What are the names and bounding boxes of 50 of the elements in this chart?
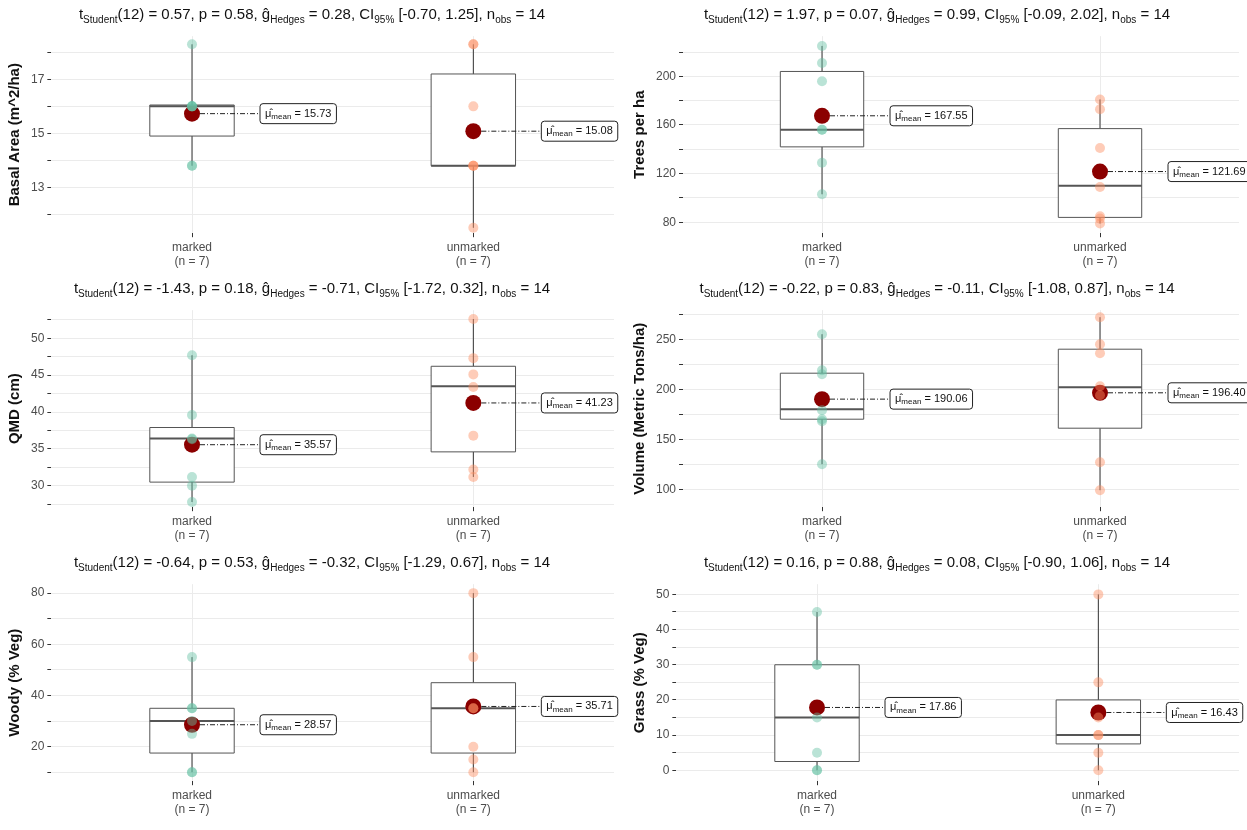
y-tick-label: 200: [655, 68, 677, 83]
y-tick-label: 50: [655, 586, 670, 601]
chart-title: t$_{Student}$(12) = 1.97, p = 0.07, ĝ$_{Hedges}$ = 0.99, CI$_{95%}$ [-0.09, 2.02], n$_{obs}$ = 14: [703, 5, 1171, 25]
x-tick-label: marked (n = 7): [172, 239, 213, 269]
y-tick-label: 13: [30, 179, 45, 194]
y-tick-label: 35: [30, 441, 45, 456]
y-tick-label: 50: [30, 330, 45, 345]
y-axis-title: Woody (% Veg): [5, 628, 23, 737]
y-tick-label: 20: [655, 692, 670, 707]
y-tick-label: 0: [662, 762, 670, 777]
x-tick-label: unmarked (n = 7): [446, 239, 501, 269]
x-tick-label: unmarked (n = 7): [1073, 513, 1127, 543]
y-tick-label: 160: [655, 117, 677, 132]
y-tick-label: 200: [655, 381, 677, 396]
x-tick-label: marked (n = 7): [172, 513, 213, 543]
x-tick-label: unmarked (n = 7): [446, 513, 501, 543]
x-tick-label: unmarked (n = 7): [446, 787, 501, 817]
y-axis-title: QMD (cm): [5, 373, 23, 445]
y-tick-label: 20: [30, 738, 45, 753]
y-tick-label: 250: [655, 331, 677, 346]
y-tick-label: 15: [30, 125, 45, 140]
chart-title: t$_{Student}$(12) = 0.16, p = 0.88, ĝ$_{Hedges}$ = 0.08, CI$_{95%}$ [-0.90, 1.06], n$_{obs}$ = 14: [703, 553, 1171, 573]
chart-title: t$_{Student}$(12) = -0.22, p = 0.83, ĝ$_{Hedges}$ = -0.11, CI$_{95%}$ [-1.08, 0.87], n$_{obs}$ = 14: [699, 279, 1175, 299]
y-axis-title: Basal Area (m^2/ha): [5, 63, 23, 207]
y-tick-label: 120: [655, 165, 677, 180]
y-axis-title: Volume (Metric Tons/ha): [630, 322, 648, 495]
y-tick-label: 30: [30, 478, 45, 493]
y-tick-label: 40: [30, 687, 45, 702]
x-tick-label: unmarked (n = 7): [1073, 239, 1127, 269]
y-tick-label: 40: [655, 621, 670, 636]
x-tick-label: marked (n = 7): [172, 787, 213, 817]
y-tick-label: 80: [30, 585, 45, 600]
x-tick-label: marked (n = 7): [802, 239, 843, 269]
chart-title: t$_{Student}$(12) = -0.64, p = 0.53, ĝ$_{Hedges}$ = -0.32, CI$_{95%}$ [-1.29, 0.67], n$_{obs}$ = 14: [73, 553, 551, 573]
y-tick-label: 100: [655, 481, 677, 496]
x-tick-label: marked (n = 7): [802, 513, 843, 543]
y-tick-label: 60: [30, 636, 45, 651]
y-tick-label: 45: [30, 367, 45, 382]
y-tick-label: 30: [655, 657, 670, 672]
y-tick-label: 80: [662, 214, 677, 229]
y-tick-label: 40: [30, 404, 45, 419]
y-tick-label: 17: [30, 71, 45, 86]
x-tick-label: marked (n = 7): [797, 787, 838, 817]
chart-title: t$_{Student}$(12) = -1.43, p = 0.18, ĝ$_{Hedges}$ = -0.71, CI$_{95%}$ [-1.72, 0.32], n$_{obs}$ = 14: [73, 279, 551, 299]
chart-title: t$_{Student}$(12) = 0.57, p = 0.58, ĝ$_{Hedges}$ = 0.28, CI$_{95%}$ [-0.70, 1.25], n$_{obs}$ = 14: [78, 5, 546, 25]
y-tick-label: 150: [655, 431, 677, 446]
y-axis-title: Trees per ha: [630, 89, 648, 179]
y-axis-title: Grass (% Veg): [630, 632, 648, 734]
y-tick-label: 10: [655, 727, 670, 742]
x-tick-label: unmarked (n = 7): [1071, 787, 1126, 817]
